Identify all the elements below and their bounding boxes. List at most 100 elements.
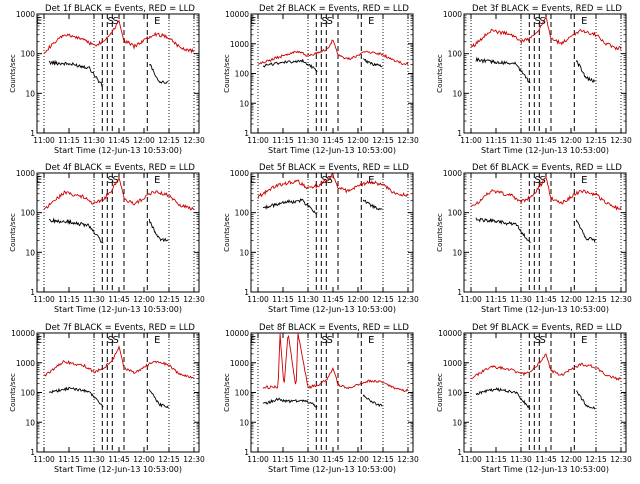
x-tick-label: 12:00 [133, 295, 155, 304]
plot-frame [36, 172, 200, 293]
chart-panel-8: Det 8f BLACK = Events, RED = LLD 1 10 100 10… [223, 323, 419, 474]
y-tick-label: 10000 [225, 10, 249, 19]
x-tick-label: 12:00 [347, 136, 369, 145]
events-series-line [475, 56, 531, 83]
plot-frame [463, 13, 627, 134]
lld-series-line [43, 19, 195, 55]
event-marker-e: E [36, 16, 42, 27]
events-series-line [575, 59, 596, 84]
x-tick-label: 11:00 [247, 455, 269, 464]
y-tick-label: 1000 [230, 40, 249, 49]
event-marker-s: S [535, 16, 541, 27]
chart-panel-4: Det 4f BLACK = Events, RED = LLD 1 10 100 10… [9, 163, 205, 314]
events-series-line [148, 218, 169, 243]
y-tick-label: 1 [457, 288, 462, 297]
x-tick-label: 11:45 [322, 136, 344, 145]
event-marker-s: S [327, 175, 333, 186]
event-marker-s: S [535, 335, 541, 346]
y-tick-label: 1 [244, 129, 249, 138]
y-tick-label: 1000 [16, 169, 35, 178]
y-tick-label: 1000 [443, 169, 462, 178]
x-tick-label: 11:15 [272, 136, 294, 145]
x-tick-label: 12:15 [158, 295, 180, 304]
chart-panel-9: Det 9f BLACK = Events, RED = LLD 1 10 100 10… [436, 323, 632, 474]
y-tick-label: 10 [452, 418, 462, 427]
x-tick-label: 11:15 [485, 295, 507, 304]
chart-title: Det 9f BLACK = Events, RED = LLD [472, 323, 622, 333]
x-tick-label: 11:15 [272, 295, 294, 304]
plot-frame [463, 332, 627, 453]
chart-title: Det 7f BLACK = Events, RED = LLD [45, 323, 195, 333]
x-tick-label: 11:00 [247, 295, 269, 304]
event-marker-s: S [113, 175, 119, 186]
event-marker-s: S [535, 175, 541, 186]
y-tick-label: 1 [244, 448, 249, 457]
plot-frame [463, 172, 627, 293]
y-tick-label: 1 [457, 448, 462, 457]
event-marker-s: S [108, 335, 114, 346]
x-axis-label: Start Time (12-Jun-13 10:53:00) [268, 305, 396, 314]
y-tick-label: 1 [30, 288, 35, 297]
y-axis-label: Counts/sec [9, 54, 17, 93]
y-tick-label: 1000 [443, 10, 462, 19]
y-axis-label: Counts/sec [436, 373, 444, 412]
y-tick-label: 10 [25, 418, 35, 427]
x-tick-label: 11:45 [322, 295, 344, 304]
x-tick-label: 11:45 [108, 455, 130, 464]
event-marker-s: S [108, 16, 114, 27]
x-tick-label: 12:30 [610, 295, 632, 304]
x-tick-label: 11:00 [247, 136, 269, 145]
plot-frame [250, 13, 414, 134]
event-marker-e: E [36, 175, 42, 186]
y-axis-label: Counts/sec [436, 54, 444, 93]
event-marker-e: E [368, 16, 374, 27]
events-series-line [48, 386, 104, 408]
chart-panel-6: Det 6f BLACK = Events, RED = LLD 1 10 100 10… [436, 163, 632, 314]
event-marker-e: E [368, 335, 374, 346]
event-marker-e: E [250, 16, 256, 27]
event-marker-s: S [108, 175, 114, 186]
x-tick-label: 12:30 [183, 136, 205, 145]
x-tick-label: 11:00 [460, 136, 482, 145]
events-series-line [262, 198, 318, 215]
x-tick-label: 12:00 [347, 455, 369, 464]
y-tick-label: 1000 [16, 10, 35, 19]
x-axis-label: Start Time (12-Jun-13 10:53:00) [481, 465, 609, 474]
x-tick-label: 11:45 [535, 136, 557, 145]
chart-panel-7: Det 7f BLACK = Events, RED = LLD 1 10 100 10… [9, 323, 205, 474]
lld-series-line [43, 344, 195, 379]
y-axis-label: Counts/sec [436, 213, 444, 252]
y-tick-label: 100 [21, 50, 36, 59]
event-marker-e: E [250, 175, 256, 186]
y-tick-label: 1000 [443, 359, 462, 368]
y-tick-label: 10000 [11, 329, 35, 338]
y-tick-label: 1 [30, 448, 35, 457]
x-tick-label: 11:00 [460, 455, 482, 464]
x-tick-label: 12:15 [158, 455, 180, 464]
y-tick-label: 10 [239, 99, 249, 108]
plot-frame [36, 13, 200, 134]
y-tick-label: 1000 [230, 359, 249, 368]
y-tick-label: 10 [452, 89, 462, 98]
event-marker-s: S [540, 16, 546, 27]
event-marker-s: S [322, 335, 328, 346]
x-tick-label: 11:15 [58, 455, 80, 464]
y-tick-label: 10 [239, 418, 249, 427]
x-tick-label: 11:30 [510, 136, 532, 145]
chart-title: Det 4f BLACK = Events, RED = LLD [45, 163, 195, 173]
events-series-line [475, 387, 531, 409]
event-marker-s: S [327, 335, 333, 346]
y-tick-label: 100 [235, 70, 250, 79]
y-tick-label: 10 [25, 248, 35, 257]
lld-series-line [470, 176, 622, 211]
x-tick-label: 11:45 [108, 295, 130, 304]
lld-series-line [43, 176, 194, 211]
events-series-line [48, 217, 104, 244]
x-tick-label: 11:00 [460, 295, 482, 304]
x-tick-label: 12:30 [397, 136, 419, 145]
y-tick-label: 10000 [438, 329, 462, 338]
x-tick-label: 11:15 [58, 295, 80, 304]
x-tick-label: 11:00 [33, 455, 55, 464]
y-tick-label: 100 [235, 209, 250, 218]
